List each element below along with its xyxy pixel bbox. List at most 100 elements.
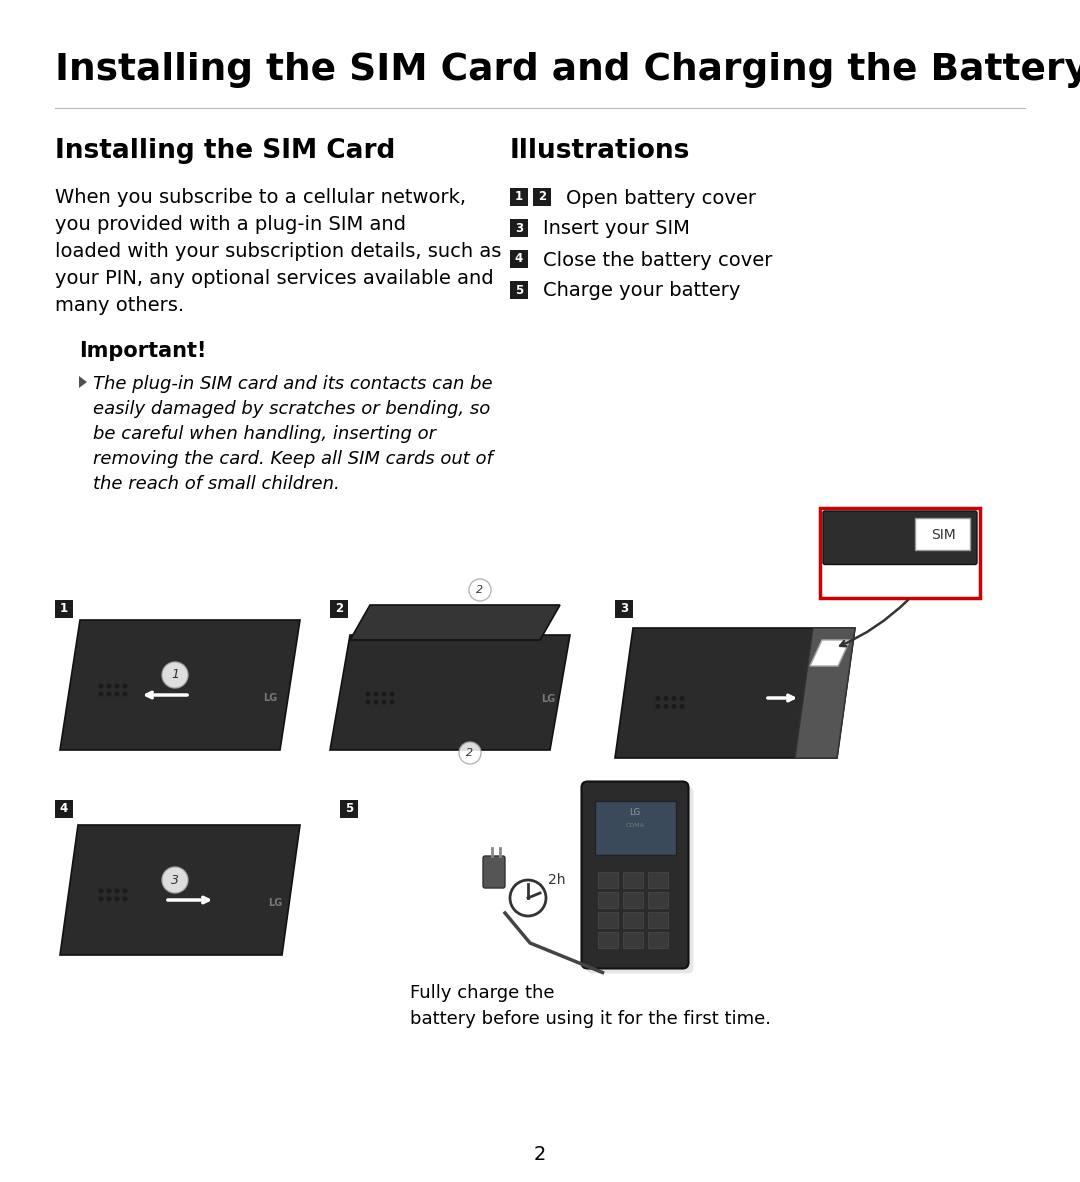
Polygon shape [350, 605, 561, 639]
Polygon shape [60, 621, 300, 751]
Text: Close the battery cover: Close the battery cover [543, 251, 772, 269]
FancyBboxPatch shape [340, 800, 357, 818]
Circle shape [98, 896, 104, 902]
Polygon shape [810, 639, 850, 665]
Circle shape [114, 889, 120, 894]
Circle shape [98, 691, 104, 696]
FancyBboxPatch shape [510, 219, 528, 238]
Text: Installing the SIM Card and Charging the Battery: Installing the SIM Card and Charging the… [55, 52, 1080, 87]
Circle shape [365, 700, 370, 704]
Circle shape [107, 889, 111, 894]
Text: Open battery cover: Open battery cover [566, 188, 756, 208]
Text: 1: 1 [59, 603, 68, 616]
Bar [622, 931, 643, 948]
Text: Illustrations: Illustrations [510, 138, 690, 164]
FancyBboxPatch shape [55, 600, 73, 618]
Polygon shape [615, 628, 855, 758]
Polygon shape [60, 825, 300, 955]
Bar [915, 518, 970, 550]
Bar [820, 508, 980, 598]
Text: loaded with your subscription details, such as: loaded with your subscription details, s… [55, 242, 501, 261]
Text: be careful when handling, inserting or: be careful when handling, inserting or [93, 426, 436, 443]
Bar [622, 871, 643, 888]
Text: LG: LG [262, 693, 278, 703]
FancyBboxPatch shape [586, 786, 693, 974]
Circle shape [390, 691, 394, 696]
Text: 2: 2 [467, 748, 473, 758]
Text: The plug-in SIM card and its contacts can be: The plug-in SIM card and its contacts ca… [93, 375, 492, 392]
Text: 4: 4 [515, 253, 523, 266]
Text: 2: 2 [476, 585, 484, 595]
Text: Fully charge the: Fully charge the [410, 985, 554, 1002]
Polygon shape [79, 376, 87, 388]
Text: easily damaged by scratches or bending, so: easily damaged by scratches or bending, … [93, 400, 490, 418]
Circle shape [656, 696, 661, 701]
Bar [597, 871, 618, 888]
Text: your PIN, any optional services available and: your PIN, any optional services availabl… [55, 269, 494, 288]
FancyBboxPatch shape [510, 188, 528, 206]
Circle shape [107, 683, 111, 688]
Text: LG: LG [541, 695, 555, 704]
Text: 1: 1 [171, 669, 179, 682]
FancyBboxPatch shape [594, 800, 675, 855]
Text: removing the card. Keep all SIM cards out of: removing the card. Keep all SIM cards ou… [93, 450, 492, 468]
Bar [597, 911, 618, 928]
Circle shape [122, 896, 127, 902]
Text: Insert your SIM: Insert your SIM [543, 220, 690, 239]
Circle shape [663, 704, 669, 709]
Bar [648, 871, 667, 888]
Circle shape [459, 742, 481, 764]
Bar [597, 931, 618, 948]
Circle shape [107, 896, 111, 902]
Bar [597, 891, 618, 908]
Circle shape [114, 896, 120, 902]
Text: 2: 2 [538, 190, 546, 203]
Circle shape [374, 700, 378, 704]
Text: SIM: SIM [931, 528, 956, 543]
Circle shape [374, 691, 378, 696]
Circle shape [381, 700, 387, 704]
Circle shape [663, 696, 669, 701]
Text: battery before using it for the first time.: battery before using it for the first ti… [410, 1011, 771, 1028]
Text: 2: 2 [534, 1145, 546, 1164]
Text: 3: 3 [620, 603, 629, 616]
Circle shape [122, 889, 127, 894]
Circle shape [114, 683, 120, 688]
Circle shape [390, 700, 394, 704]
Circle shape [162, 662, 188, 688]
Circle shape [122, 691, 127, 696]
Polygon shape [795, 628, 855, 758]
Text: Installing the SIM Card: Installing the SIM Card [55, 138, 395, 164]
Circle shape [381, 691, 387, 696]
FancyBboxPatch shape [510, 251, 528, 268]
Circle shape [679, 704, 685, 709]
Text: Charge your battery: Charge your battery [543, 281, 741, 300]
Text: the reach of small children.: the reach of small children. [93, 475, 340, 493]
Circle shape [656, 704, 661, 709]
Text: you provided with a plug-in SIM and: you provided with a plug-in SIM and [55, 215, 406, 234]
FancyBboxPatch shape [510, 281, 528, 299]
Polygon shape [330, 635, 570, 751]
Circle shape [672, 704, 676, 709]
Bar [648, 911, 667, 928]
Text: 3: 3 [515, 221, 523, 234]
Circle shape [122, 683, 127, 688]
FancyBboxPatch shape [534, 188, 551, 206]
Circle shape [114, 691, 120, 696]
Text: 2: 2 [335, 603, 343, 616]
FancyBboxPatch shape [823, 511, 977, 565]
Text: Important!: Important! [79, 340, 206, 361]
Text: 4: 4 [59, 803, 68, 816]
Text: many others.: many others. [55, 296, 184, 314]
FancyBboxPatch shape [330, 600, 348, 618]
Circle shape [672, 696, 676, 701]
Text: 1: 1 [515, 190, 523, 203]
Circle shape [679, 696, 685, 701]
Bar [622, 911, 643, 928]
FancyBboxPatch shape [581, 781, 689, 968]
FancyBboxPatch shape [615, 600, 633, 618]
Bar [648, 891, 667, 908]
Text: When you subscribe to a cellular network,: When you subscribe to a cellular network… [55, 188, 465, 207]
Circle shape [469, 579, 491, 600]
Text: 2h: 2h [548, 873, 566, 886]
